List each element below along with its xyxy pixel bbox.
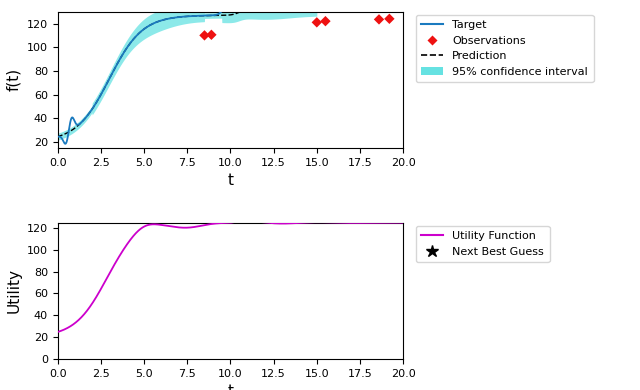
Point — [206, 32, 216, 38]
Point — [312, 19, 322, 25]
Point — [374, 16, 384, 23]
Legend: Utility Function, Next Best Guess: Utility Function, Next Best Guess — [415, 225, 550, 262]
Point — [321, 18, 331, 24]
Legend: Target, Observations, Prediction, 95% confidence interval: Target, Observations, Prediction, 95% co… — [415, 14, 594, 82]
X-axis label: t: t — [227, 173, 234, 188]
Point — [384, 16, 394, 22]
X-axis label: t: t — [227, 384, 234, 390]
Y-axis label: f(t): f(t) — [6, 68, 21, 91]
Y-axis label: Utility: Utility — [6, 268, 21, 313]
Point — [200, 32, 210, 39]
